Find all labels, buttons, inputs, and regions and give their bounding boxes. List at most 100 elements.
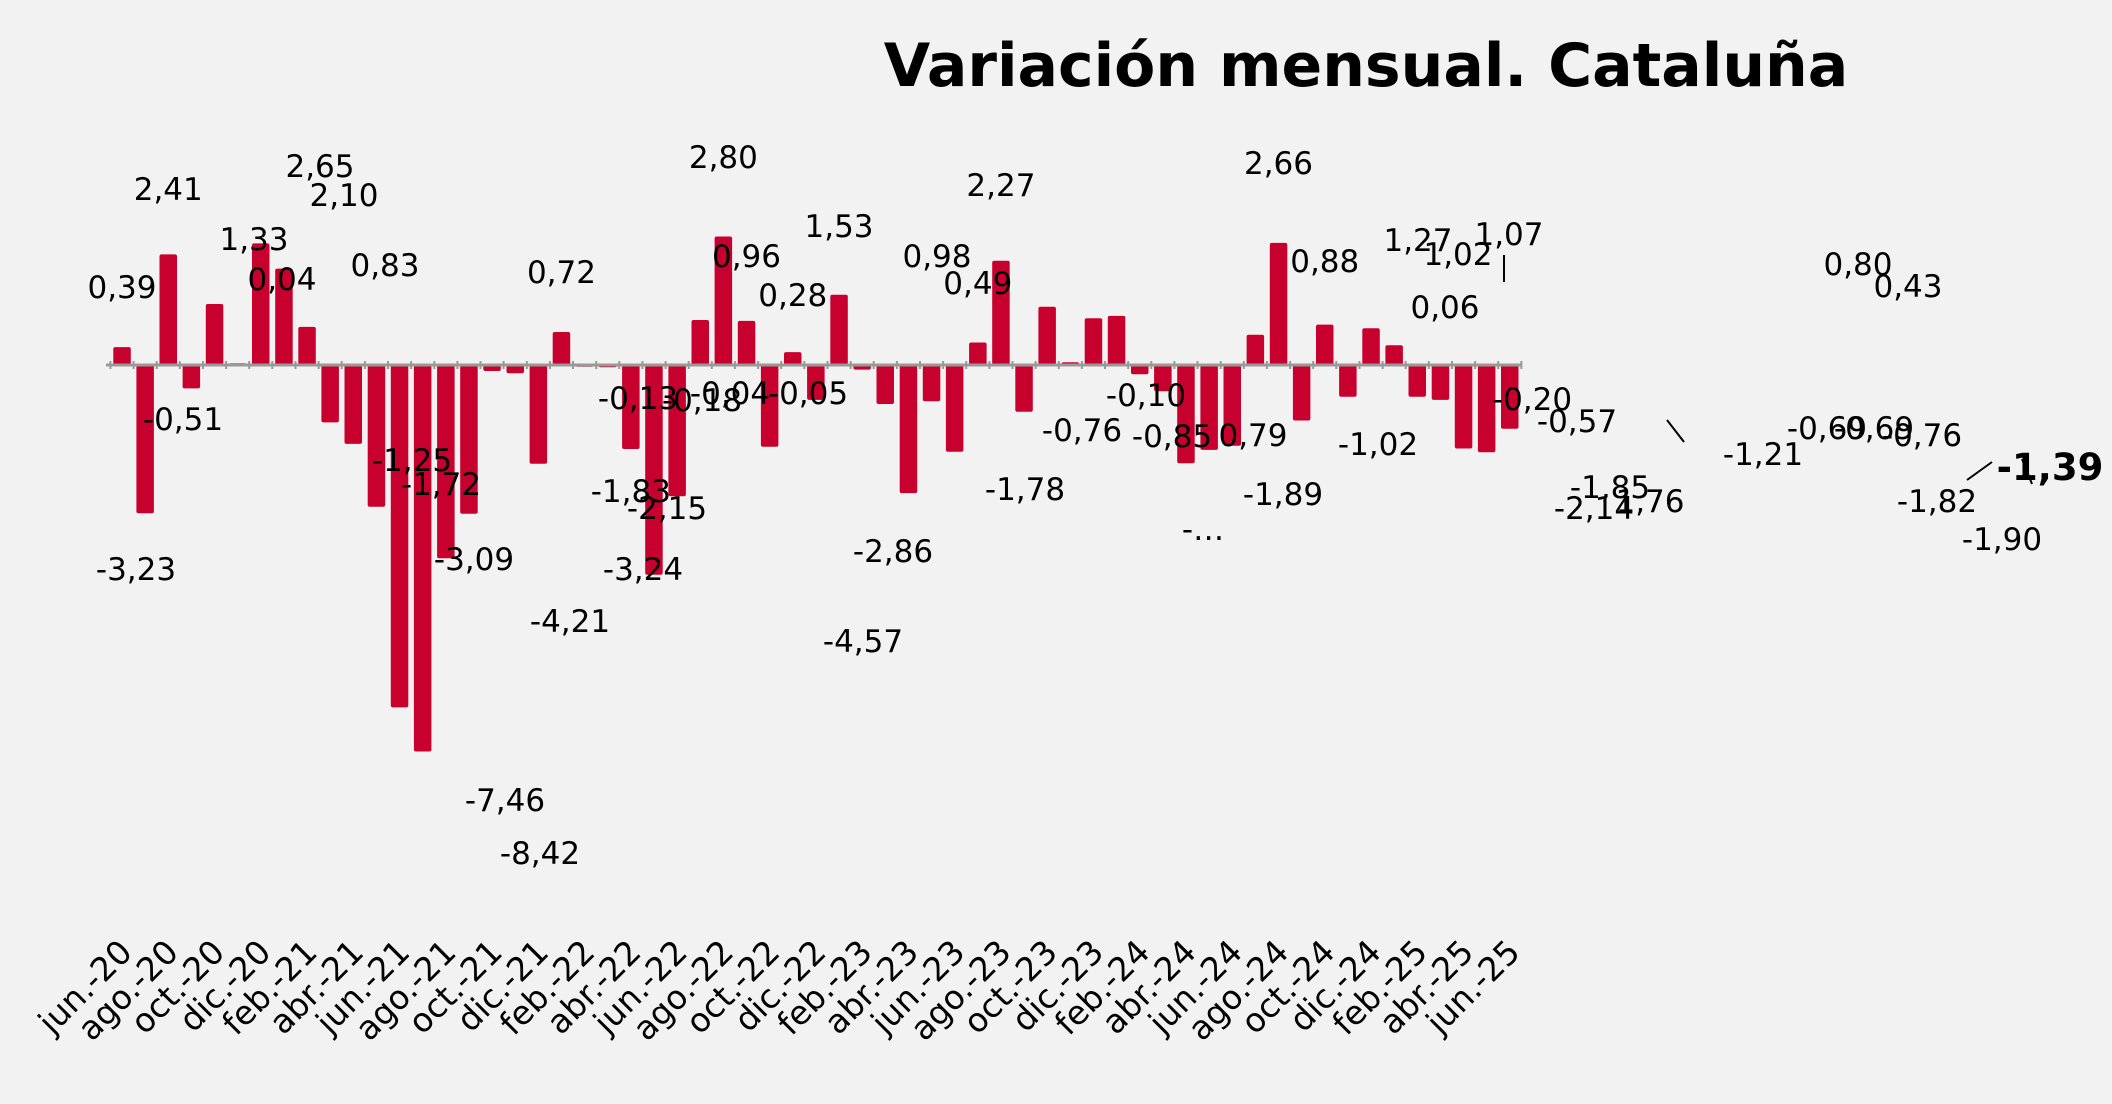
bar-may.-22 — [645, 365, 663, 575]
bar-ago.-24 — [1269, 242, 1288, 365]
data-label-jun.-20: 0,39 — [87, 270, 156, 306]
chart-title: Variación mensual. Cataluña — [884, 31, 1849, 101]
data-label-may.-24: -1,85 — [1570, 470, 1650, 506]
bar-jul.-22 — [691, 320, 709, 365]
data-label-sept.-20: -0,51 — [143, 402, 223, 438]
data-label-oct.-23: 1,27 — [1383, 223, 1452, 259]
data-label-ene.-22: 0,72 — [527, 255, 596, 291]
data-label-may.-22: -4,57 — [823, 624, 903, 660]
bar-ene.-22 — [552, 332, 571, 365]
bar-sept.-23 — [1015, 365, 1033, 412]
bar-jul.-24 — [1246, 334, 1265, 365]
data-label-ene.-25: 0,43 — [1873, 269, 1942, 305]
data-label-ene.-21: 2,10 — [309, 178, 378, 214]
bar-may.-24 — [1200, 365, 1218, 450]
data-label-dic.-22: -0,76 — [1042, 413, 1122, 449]
data-label-feb.-22: -0,04 — [690, 376, 770, 412]
leader-lines — [1503, 255, 2033, 485]
bar-sept.-24 — [1292, 365, 1311, 421]
x-axis-ticks — [109, 361, 1523, 369]
data-label-nov.-21: -0,18 — [662, 383, 742, 419]
data-label-ene.-23: 1,53 — [805, 209, 874, 245]
bar-dic.-20 — [252, 243, 270, 365]
data-label-jun.-22: -2,86 — [853, 534, 933, 570]
x-tick-labels-group: jun.-20ago.-20oct.-20dic.-20feb.-21abr.-… — [30, 932, 1528, 1048]
bar-jul.-20 — [136, 365, 154, 514]
data-label-dic.-20: 2,65 — [285, 149, 354, 185]
bar-nov.-22 — [784, 352, 802, 365]
data-label-may.-25: -1,90 — [1962, 522, 2042, 558]
bar-ene.-21 — [275, 268, 293, 365]
data-label-may.-23: 0,79 — [1218, 418, 1287, 454]
bar-mar.-23 — [876, 365, 894, 404]
bar-jun.-23 — [945, 365, 964, 452]
bar-sept.-20 — [182, 365, 201, 389]
bar-abr.-25 — [1454, 365, 1473, 449]
data-label-jun.-23: -1,89 — [1243, 477, 1323, 513]
data-label-feb.-23: -0,10 — [1106, 378, 1186, 414]
data-label-abr.-21: -1,72 — [401, 467, 481, 503]
bar-ago.-22 — [714, 236, 733, 365]
data-label-sept.-23: -1,02 — [1338, 427, 1418, 463]
bar-abr.-24 — [1177, 365, 1195, 464]
data-label-jul.-22: 0,98 — [902, 239, 971, 275]
bar-feb.-21 — [298, 326, 316, 365]
data-label-sept.-21: -3,24 — [603, 552, 683, 588]
leader-line — [1666, 419, 1685, 443]
data-label-mar.-25: -0,76 — [1882, 418, 1962, 454]
data-label-abr.-24: -2,14 — [1554, 491, 1634, 527]
bar-feb.-25 — [1408, 365, 1426, 397]
bar-ene.-24 — [1107, 315, 1126, 365]
data-label-sept.-24: -1,21 — [1723, 437, 1803, 473]
data-label-ago.-22: 2,80 — [689, 140, 758, 176]
bar-abr.-22 — [622, 365, 640, 449]
bar-mar.-25 — [1431, 365, 1450, 400]
bar-jun.-22 — [668, 365, 686, 497]
bar-dic.-23 — [1084, 318, 1103, 365]
bar-may.-25 — [1477, 365, 1496, 453]
bar-dic.-22 — [807, 365, 825, 400]
bar-ene.-25 — [1385, 345, 1403, 365]
data-label-feb.-25: -0,69 — [1834, 411, 1914, 447]
bar-may.-21 — [367, 365, 386, 507]
bar-jun.-21 — [390, 365, 409, 708]
data-label-ago.-23: 2,27 — [966, 168, 1035, 204]
data-label-ago.-24: 2,66 — [1244, 146, 1313, 182]
data-label-nov.-20: 0,04 — [247, 262, 316, 298]
bar-abr.-21 — [344, 365, 362, 444]
data-label-jul.-20: -3,23 — [96, 552, 176, 588]
data-label-oct.-20: 1,33 — [219, 222, 288, 258]
bar-abr.-23 — [899, 365, 918, 494]
data-label-feb.-24: -0,20 — [1492, 382, 1572, 418]
data-label-abr.-23: -… — [1182, 512, 1224, 548]
data-label-jul.-21: -8,42 — [500, 836, 580, 872]
bar-oct.-20 — [205, 304, 224, 365]
data-label-dic.-21: -2,15 — [627, 491, 707, 527]
bar-jun.-20 — [113, 347, 131, 365]
data-label-nov.-24: -0,69 — [1787, 411, 1867, 447]
data-labels-group: 0,39 -3,23 2,41 -0,51 1,33 0,04 2,652,10 0,83 -1… — [87, 140, 2103, 872]
data-label-nov.-23: 0,06 — [1410, 290, 1479, 326]
bar-dic.-21 — [529, 365, 548, 464]
data-label-ago.-21: -4,21 — [530, 604, 610, 640]
data-label-sept.-22: 0,96 — [712, 239, 781, 275]
bar-oct.-23 — [1038, 306, 1056, 365]
data-label-jun.-25: -1,39 — [1997, 446, 2104, 489]
bar-sept.-22 — [737, 320, 756, 365]
bar-oct.-24 — [1316, 324, 1334, 365]
data-label-abr.-22: -1,83 — [591, 474, 671, 510]
data-label-jul.-23: 0,49 — [943, 266, 1012, 302]
bar-jun.-25 — [1501, 365, 1519, 429]
bar-mar.-24 — [1154, 365, 1172, 392]
data-label-nov.-22: 0,28 — [758, 278, 827, 314]
bar-may.-23 — [922, 365, 941, 402]
data-label-oct.-24: 0,88 — [1290, 244, 1359, 280]
data-label-ene.-24: 1,07 — [1474, 217, 1543, 253]
data-label-ago.-20: 2,41 — [134, 172, 203, 208]
data-label-mar.-22: -0,05 — [768, 376, 848, 412]
data-label-oct.-21: -0,13 — [598, 381, 678, 417]
bars-group — [113, 236, 1519, 752]
bar-jul.-23 — [969, 342, 987, 365]
leader-line — [1966, 461, 1993, 481]
